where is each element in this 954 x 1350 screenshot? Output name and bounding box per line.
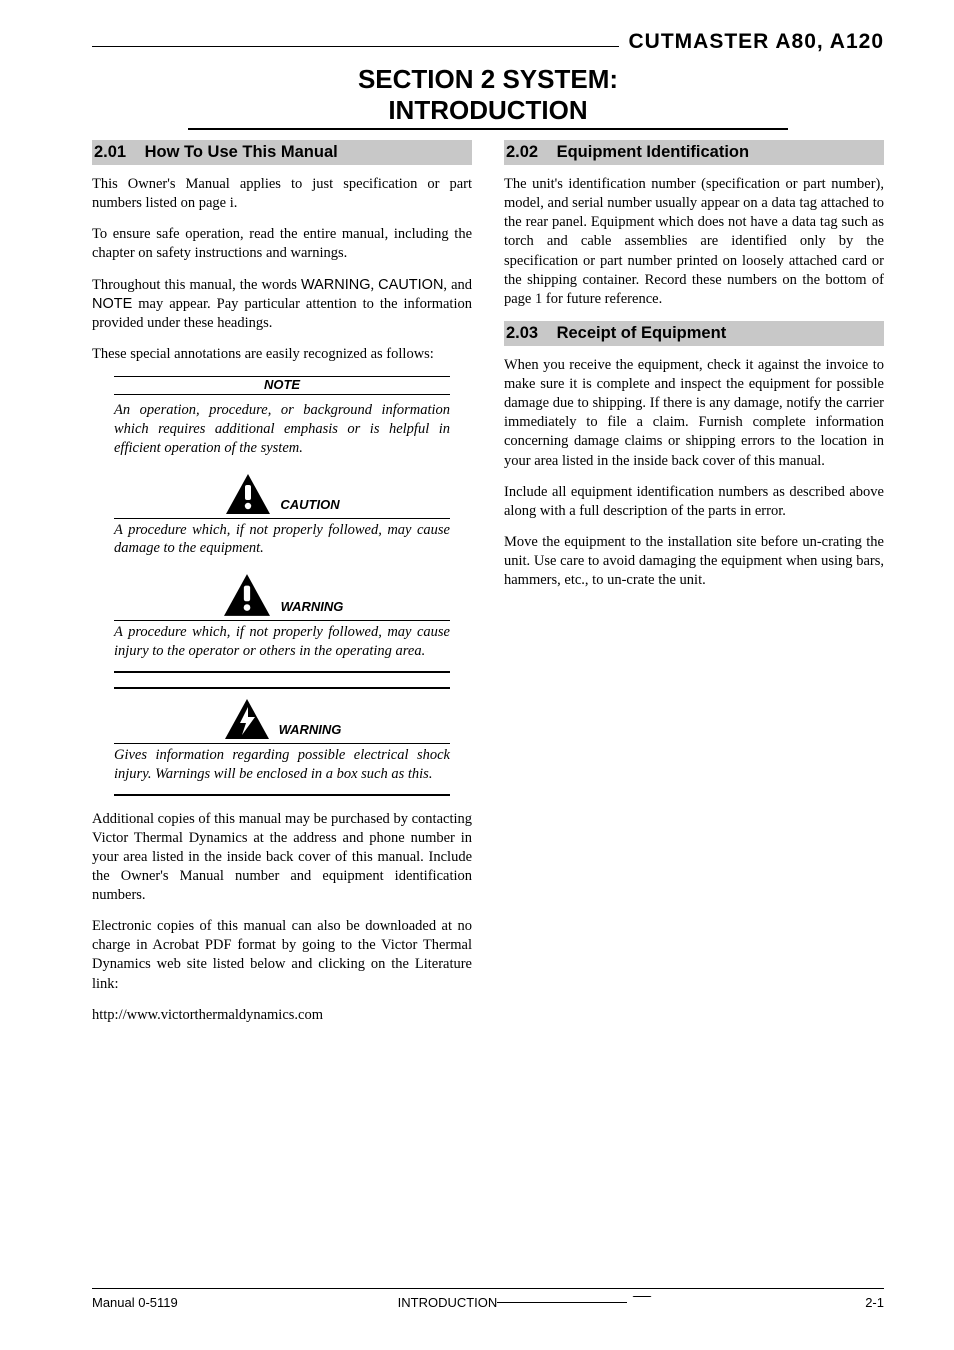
warning-shock-heading: WARNING xyxy=(114,697,450,744)
text: Throughout this manual, the words xyxy=(92,277,301,293)
text: , and xyxy=(443,277,472,293)
para: The unit's identification number (specif… xyxy=(504,175,884,309)
warning-label: WARNING xyxy=(281,599,344,618)
warning-triangle-icon xyxy=(221,572,273,618)
para: These special annotations are easily rec… xyxy=(92,345,472,364)
footer-center: INTRODUCTION xyxy=(398,1295,646,1310)
footer-row: Manual 0-5119 INTRODUCTION 2-1 xyxy=(92,1295,884,1310)
warning-shock-block: WARNING Gives information regarding poss… xyxy=(114,687,450,796)
subhead-2-01: 2.01 How To Use This Manual xyxy=(92,140,472,165)
warning-word: WARNING xyxy=(301,277,371,293)
caution-text: A procedure which, if not properly follo… xyxy=(114,521,450,559)
para: When you receive the equipment, check it… xyxy=(504,356,884,471)
section-title-line1: SECTION 2 SYSTEM: xyxy=(92,64,884,95)
warning-text: A procedure which, if not properly follo… xyxy=(114,623,450,673)
caution-word: CAUTION xyxy=(378,277,443,293)
para: This Owner's Manual applies to just spec… xyxy=(92,175,472,213)
warning-shock-label: WARNING xyxy=(279,722,342,741)
para: Move the equipment to the installation s… xyxy=(504,533,884,590)
left-column: 2.01 How To Use This Manual This Owner's… xyxy=(92,140,472,1037)
caution-triangle-icon xyxy=(224,472,272,516)
right-column: 2.02 Equipment Identification The unit's… xyxy=(504,140,884,1037)
warning-block: WARNING A procedure which, if not proper… xyxy=(114,572,450,673)
product-title: CUTMASTER A80, A120 xyxy=(619,30,885,54)
note-title: NOTE xyxy=(114,376,450,395)
footer-left: Manual 0-5119 xyxy=(92,1295,178,1310)
footer-rule xyxy=(92,1288,884,1289)
subhead-text: How To Use This Manual xyxy=(145,143,338,161)
caution-label: CAUTION xyxy=(280,497,339,516)
para: Throughout this manual, the words WARNIN… xyxy=(92,276,472,333)
para: Additional copies of this manual may be … xyxy=(92,810,472,906)
footer-tab-line xyxy=(497,1302,627,1303)
footer-right: 2-1 xyxy=(865,1295,884,1310)
para: Include all equipment identification num… xyxy=(504,483,884,521)
url: http://www.victorthermaldynamics.com xyxy=(92,1006,472,1025)
subhead-text: Equipment Identification xyxy=(557,143,750,161)
subhead-num: 2.03 xyxy=(506,324,552,343)
note-word: NOTE xyxy=(92,296,132,312)
warning-shock-text: Gives information regarding possible ele… xyxy=(114,746,450,796)
para: Electronic copies of this manual can als… xyxy=(92,917,472,994)
page: CUTMASTER A80, A120 SECTION 2 SYSTEM: IN… xyxy=(0,0,954,1037)
section-title: SECTION 2 SYSTEM: INTRODUCTION xyxy=(92,64,884,130)
shock-triangle-icon xyxy=(223,697,271,741)
subhead-text: Receipt of Equipment xyxy=(557,324,727,342)
subhead-num: 2.01 xyxy=(94,143,140,162)
footer-diag xyxy=(633,1296,652,1297)
subhead-2-02: 2.02 Equipment Identification xyxy=(504,140,884,165)
subhead-2-03: 2.03 Receipt of Equipment xyxy=(504,321,884,346)
header-rule: CUTMASTER A80, A120 xyxy=(92,36,884,58)
caution-block: CAUTION A procedure which, if not proper… xyxy=(114,472,450,559)
text: may appear. Pay particular attention to … xyxy=(92,296,472,331)
footer-center-text: INTRODUCTION xyxy=(398,1295,498,1310)
warning-heading: WARNING xyxy=(114,572,450,621)
caution-heading: CAUTION xyxy=(114,472,450,519)
subhead-num: 2.02 xyxy=(506,143,552,162)
section-title-line2: INTRODUCTION xyxy=(188,95,787,130)
two-column-layout: 2.01 How To Use This Manual This Owner's… xyxy=(92,140,884,1037)
note-text: An operation, procedure, or background i… xyxy=(114,401,450,458)
page-footer: Manual 0-5119 INTRODUCTION 2-1 xyxy=(92,1288,884,1310)
note-block: NOTE An operation, procedure, or backgro… xyxy=(114,376,450,458)
para: To ensure safe operation, read the entir… xyxy=(92,225,472,263)
